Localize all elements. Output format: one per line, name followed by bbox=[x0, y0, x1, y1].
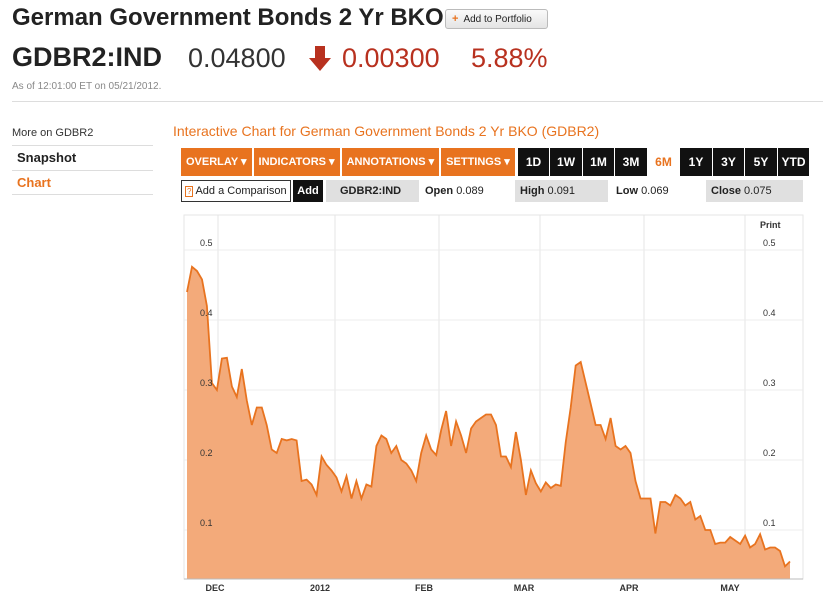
close-stat: Close 0.075 bbox=[706, 180, 803, 202]
low-label: Low bbox=[616, 185, 638, 197]
range-5y[interactable]: 5Y bbox=[745, 148, 777, 176]
range-3y[interactable]: 3Y bbox=[712, 148, 745, 176]
price-change: 0.00300 bbox=[342, 43, 440, 73]
low-value: 0.069 bbox=[641, 185, 669, 197]
settings-menu[interactable]: SETTINGS ▾ bbox=[441, 148, 515, 176]
close-value: 0.075 bbox=[744, 185, 772, 197]
close-label: Close bbox=[711, 185, 741, 197]
ticker-symbol: GDBR2:IND bbox=[12, 42, 163, 72]
as-of-timestamp: As of 12:01:00 ET on 05/21/2012. bbox=[12, 81, 162, 92]
y-tick-label-left: 0.3 bbox=[200, 378, 213, 388]
down-arrow-icon bbox=[309, 46, 331, 71]
high-stat: High 0.091 bbox=[515, 180, 608, 202]
x-tick-label: DEC bbox=[205, 583, 225, 593]
symbol-box: GDBR2:IND bbox=[326, 180, 419, 202]
range-6m[interactable]: 6M bbox=[647, 148, 680, 176]
y-tick-label-right: 0.4 bbox=[763, 308, 776, 318]
range-3m[interactable]: 3M bbox=[615, 148, 647, 176]
range-1y[interactable]: 1Y bbox=[680, 148, 712, 176]
divider bbox=[12, 101, 823, 102]
x-tick-label: 2012 bbox=[310, 583, 330, 593]
y-tick-label-right: 0.5 bbox=[763, 238, 776, 248]
add-comparison-label: Add a Comparison bbox=[195, 185, 287, 197]
last-price: 0.04800 bbox=[188, 43, 286, 73]
y-tick-label-left: 0.4 bbox=[200, 308, 213, 318]
add-comparison-input[interactable]: ? Add a Comparison bbox=[181, 180, 291, 202]
percent-change: 5.88% bbox=[471, 43, 548, 73]
indicators-menu[interactable]: INDICATORS ▾ bbox=[253, 148, 340, 176]
open-stat: Open 0.089 bbox=[420, 180, 513, 202]
add-to-portfolio-label: Add to Portfolio bbox=[463, 14, 532, 25]
sidebar-item-chart[interactable]: Chart bbox=[12, 170, 153, 195]
y-tick-label-right: 0.3 bbox=[763, 378, 776, 388]
plus-icon: + bbox=[452, 13, 459, 25]
range-1d[interactable]: 1D bbox=[517, 148, 550, 176]
high-value: 0.091 bbox=[547, 185, 576, 197]
chart-title: Interactive Chart for German Government … bbox=[173, 123, 600, 139]
annotations-menu[interactable]: ANNOTATIONS ▾ bbox=[341, 148, 440, 176]
print-link[interactable]: Print bbox=[760, 220, 781, 230]
range-ytd[interactable]: YTD bbox=[777, 148, 810, 176]
y-tick-label-right: 0.2 bbox=[763, 448, 776, 458]
price-chart[interactable]: 0.1 0.1 0.2 0.2 0.3 0.3 0.4 0.4 0.5 0.5 DEC 2012 FEB… bbox=[170, 205, 810, 600]
chart-toolbar: OVERLAY ▾ INDICATORS ▾ ANNOTATIONS ▾ SET… bbox=[181, 148, 810, 176]
range-1w[interactable]: 1W bbox=[550, 148, 582, 176]
page-title: German Government Bonds 2 Yr BKO bbox=[12, 4, 444, 31]
y-tick-label-left: 0.1 bbox=[200, 518, 213, 528]
help-icon[interactable]: ? bbox=[185, 186, 194, 197]
price-line bbox=[186, 265, 791, 569]
x-tick-label: FEB bbox=[415, 583, 434, 593]
add-to-portfolio-button[interactable]: + Add to Portfolio bbox=[445, 9, 548, 29]
add-comparison-button[interactable]: Add bbox=[293, 180, 323, 202]
x-tick-label: APR bbox=[619, 583, 639, 593]
y-tick-label-left: 0.2 bbox=[200, 448, 213, 458]
x-tick-label: MAY bbox=[720, 583, 739, 593]
y-tick-label-right: 0.1 bbox=[763, 518, 776, 528]
open-value: 0.089 bbox=[456, 185, 484, 197]
open-label: Open bbox=[425, 185, 454, 197]
y-tick-label-left: 0.5 bbox=[200, 238, 213, 248]
low-stat: Low 0.069 bbox=[611, 180, 704, 202]
x-tick-label: MAR bbox=[514, 583, 535, 593]
range-1m[interactable]: 1M bbox=[582, 148, 615, 176]
area-fill bbox=[187, 266, 790, 579]
sidebar-heading: More on GDBR2 bbox=[12, 127, 94, 139]
sidebar-item-snapshot[interactable]: Snapshot bbox=[12, 145, 153, 170]
overlay-menu[interactable]: OVERLAY ▾ bbox=[181, 148, 252, 176]
high-label: High bbox=[520, 185, 545, 197]
